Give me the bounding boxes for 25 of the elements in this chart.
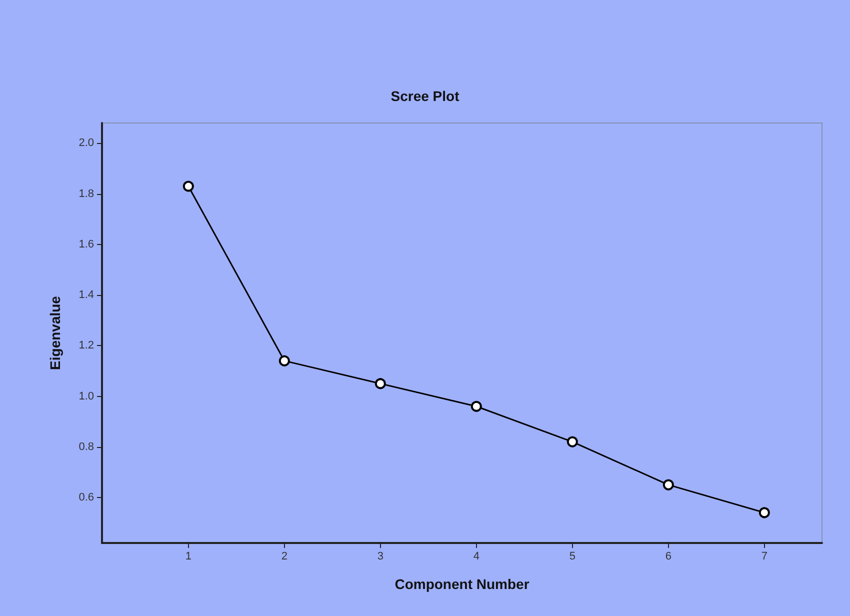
y-tick-label: 0.6 — [78, 491, 94, 504]
x-tick-label: 4 — [473, 550, 480, 562]
y-axis-title: Eigenvalue — [47, 296, 63, 370]
y-tick-label: 1.0 — [78, 390, 94, 402]
y-tick-label: 2.0 — [78, 137, 94, 150]
x-axis-title: Component Number — [394, 576, 530, 592]
y-tick-label: 0.8 — [78, 440, 94, 453]
point — [566, 436, 578, 448]
x-tick-label: 5 — [569, 550, 576, 562]
point — [374, 378, 386, 390]
x-tick-label: 3 — [377, 550, 384, 562]
y-tick-label: 1.6 — [78, 238, 94, 250]
point — [470, 400, 482, 412]
y-tick-label: 1.4 — [78, 289, 94, 302]
x-tick-label: 2 — [281, 550, 288, 562]
x-tick-label: 7 — [761, 550, 768, 562]
point — [182, 180, 194, 192]
chart-title: Scree Plot — [390, 88, 460, 104]
x-tick-label: 1 — [185, 550, 192, 562]
x-tick-label: 6 — [665, 550, 672, 562]
point — [278, 355, 290, 366]
point — [662, 479, 674, 490]
y-tick-label: 1.2 — [78, 340, 94, 352]
y-tick-label: 1.8 — [78, 188, 94, 200]
point — [758, 507, 770, 518]
